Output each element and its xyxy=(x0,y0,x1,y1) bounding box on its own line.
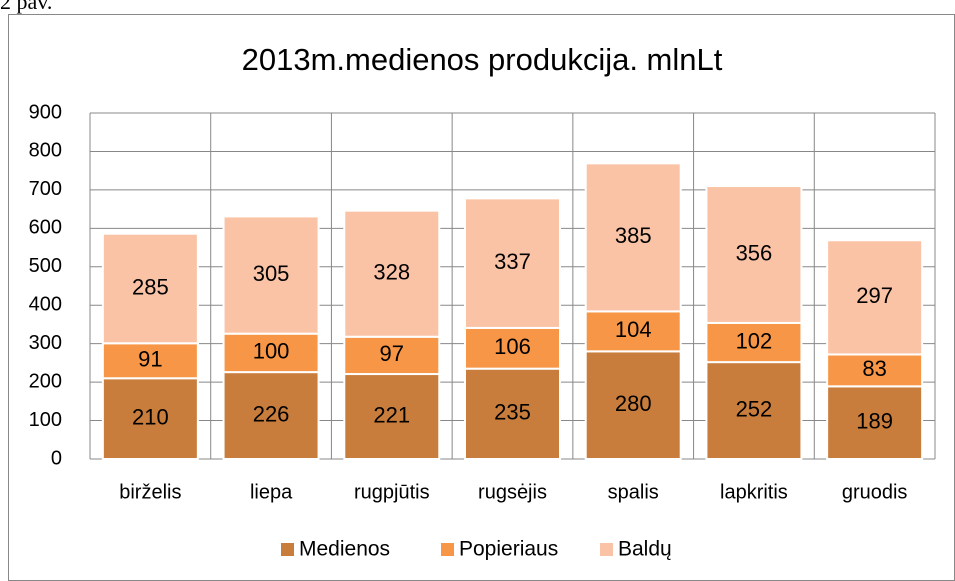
y-tick-label: 900 xyxy=(29,101,62,123)
legend-swatch xyxy=(600,543,613,556)
data-label: 97 xyxy=(380,341,404,366)
data-label: 100 xyxy=(253,339,290,364)
bar-segment xyxy=(464,197,561,329)
bar-segment xyxy=(464,326,561,370)
data-label: 235 xyxy=(494,400,531,425)
data-label: 106 xyxy=(494,334,531,359)
bar-segment xyxy=(222,215,320,335)
data-label: 91 xyxy=(138,347,162,372)
x-tick-label: rugsėjis xyxy=(478,481,547,503)
y-tick-label: 800 xyxy=(29,140,62,162)
bar-segment xyxy=(343,335,441,376)
x-tick-label: gruodis xyxy=(842,481,908,503)
y-tick-label: 700 xyxy=(29,178,62,200)
data-label: 328 xyxy=(373,260,410,285)
bar-segment xyxy=(584,350,682,461)
bar-segment xyxy=(222,371,320,461)
y-tick-label: 500 xyxy=(29,255,62,277)
bar-segment xyxy=(222,332,320,374)
data-label: 83 xyxy=(862,356,886,381)
bar-segment xyxy=(826,239,924,356)
data-label: 252 xyxy=(736,396,773,421)
bar-segment xyxy=(584,162,682,313)
legend-label: Medienos xyxy=(299,538,390,561)
x-tick-label: lapkritis xyxy=(720,481,788,503)
y-tick-label: 200 xyxy=(29,370,62,392)
data-label: 226 xyxy=(253,401,290,426)
x-tick-label: liepa xyxy=(250,481,293,503)
data-label: 221 xyxy=(373,402,410,427)
data-label: 305 xyxy=(253,261,290,286)
data-label: 385 xyxy=(615,223,652,248)
legend-swatch xyxy=(441,543,454,556)
bar-segment xyxy=(705,361,803,460)
data-label: 189 xyxy=(856,408,893,433)
chart-title: 2013m.medienos produkcija. mlnLt xyxy=(242,42,723,77)
bar-segment xyxy=(584,310,682,353)
data-label: 356 xyxy=(736,240,773,265)
bar-segment xyxy=(343,209,441,338)
y-tick-label: 400 xyxy=(29,294,62,316)
data-label: 337 xyxy=(494,249,531,274)
legend-label: Popieriaus xyxy=(459,538,558,561)
x-tick-label: birželis xyxy=(119,481,181,503)
data-label: 297 xyxy=(856,283,893,308)
data-label: 285 xyxy=(132,274,169,299)
x-tick-label: spalis xyxy=(608,481,659,503)
legend-label: Baldų xyxy=(618,538,672,561)
y-tick-label: 300 xyxy=(29,332,62,354)
data-label: 104 xyxy=(615,317,652,342)
x-tick-label: rugpjūtis xyxy=(354,481,430,503)
bar-segment xyxy=(705,185,803,324)
data-label: 210 xyxy=(132,404,169,429)
y-tick-label: 600 xyxy=(29,217,62,239)
data-label: 280 xyxy=(615,391,652,416)
bar-segment xyxy=(464,367,561,460)
y-tick-label: 100 xyxy=(29,409,62,431)
legend-swatch xyxy=(281,543,294,556)
bar-segment xyxy=(826,385,924,460)
data-label: 102 xyxy=(736,328,773,353)
caption: 2 pav. xyxy=(0,0,52,14)
bar-segment xyxy=(101,232,199,345)
y-tick-label: 0 xyxy=(51,447,62,469)
